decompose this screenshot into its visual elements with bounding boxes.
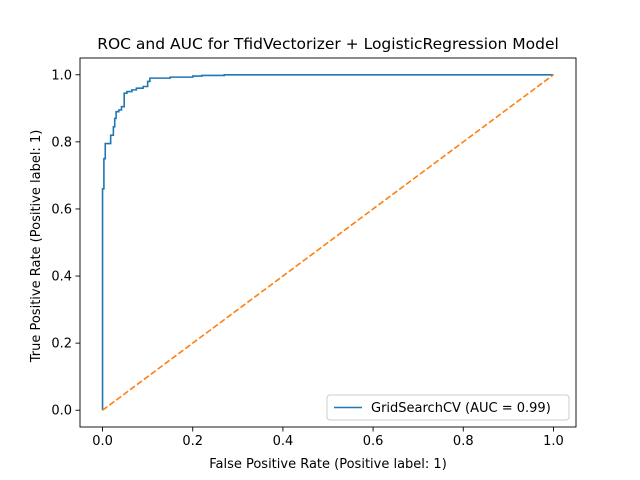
y-axis-label: True Positive Rate (Positive label: 1)	[29, 130, 44, 364]
legend: GridSearchCV (AUC = 0.99)	[326, 394, 570, 421]
chance-diagonal-line	[102, 74, 554, 411]
x-axis-label: False Positive Rate (Positive label: 1)	[209, 457, 447, 472]
legend-entry-label: GridSearchCV (AUC = 0.99)	[371, 401, 551, 416]
y-tick-label: 0.6	[51, 202, 72, 217]
x-tick-label: 0.0	[92, 434, 113, 449]
y-tick-label: 0.2	[51, 337, 72, 352]
y-tick-label: 0.8	[51, 135, 72, 150]
legend-box	[326, 394, 570, 421]
chart-title: ROC and AUC for TfidVectorizer + Logisti…	[97, 35, 559, 53]
x-tick-label: 0.6	[363, 434, 384, 449]
y-tick-label: 1.0	[51, 68, 72, 83]
y-axis-ticks: 0.0 0.2 0.4 0.6 0.8 1.0	[51, 68, 80, 419]
y-tick-label: 0.4	[51, 270, 72, 285]
x-tick-label: 0.2	[182, 434, 203, 449]
x-tick-label: 1.0	[543, 434, 564, 449]
series-group	[101, 73, 554, 411]
x-tick-label: 0.8	[453, 434, 474, 449]
plot-area	[79, 57, 577, 428]
x-tick-label: 0.4	[273, 434, 294, 449]
y-tick-label: 0.0	[51, 404, 72, 419]
roc-curve-line	[101, 73, 554, 411]
x-axis-ticks: 0.0 0.2 0.4 0.6 0.8 1.0	[92, 427, 564, 449]
axes-frame	[79, 57, 577, 428]
